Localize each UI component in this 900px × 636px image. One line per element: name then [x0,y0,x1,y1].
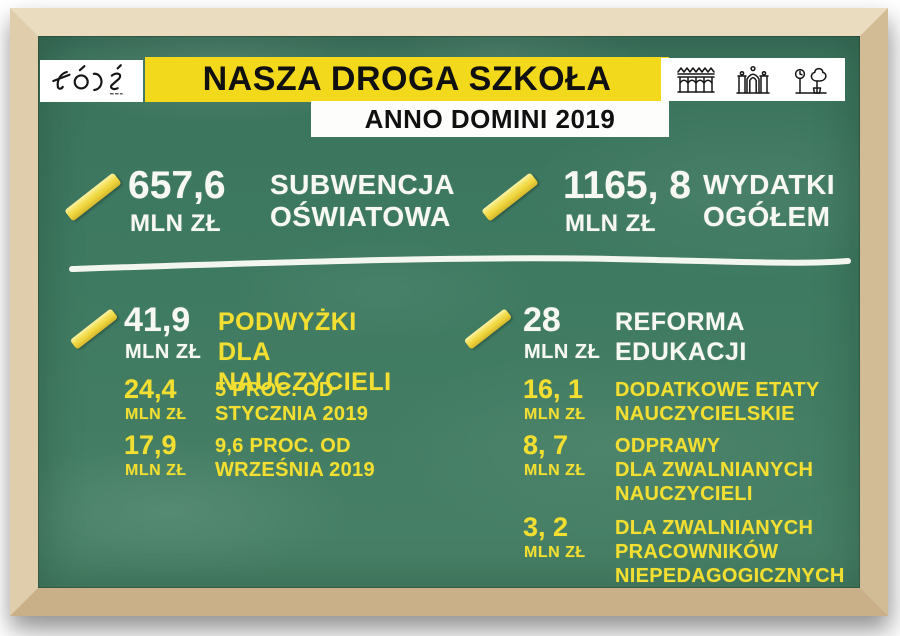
list-item: 8, 7 MLN ZŁ ODPRAWY DLA ZWALNIANYCH NAUC… [523,432,863,508]
item-value: 8, 7 [523,430,569,460]
item-value: 24,4 [124,374,177,404]
section-podwyzki: 41,9 MLN ZŁ PODWYŻKI DLA NAUCZYCIELI [66,301,446,396]
item-label: DLA ZWALNIANYCH PRACOWNIKÓW NIEPEDAGOGIC… [615,517,845,587]
chalk-piece-icon [463,308,513,350]
list-item: 17,9 MLN ZŁ 9,6 PROC. OD WRZEŚNIA 2019 [124,432,464,484]
item-unit: MLN ZŁ [524,544,586,561]
stat-value: 657,6 [128,164,226,207]
reforma-items: 16, 1 MLN ZŁ DODATKOWE ETATY NAUCZYCIELS… [523,374,863,588]
lodz-logo-icon [51,64,123,95]
stat-label: WYDATKI OGÓŁEM [703,169,836,233]
stat-wydatki: 1165, 8 MLN ZŁ WYDATKI OGÓŁEM [473,166,873,246]
section-label: PODWYŻKI DLA NAUCZYCIELI [218,308,392,396]
item-value: 16, 1 [523,374,584,404]
list-item: 16, 1 MLN ZŁ DODATKOWE ETATY NAUCZYCIELS… [523,376,863,428]
viaduct-icon [677,66,715,93]
stat-unit: MLN ZŁ [130,210,221,237]
item-unit: MLN ZŁ [524,462,586,479]
item-label: DODATKOWE ETATY NAUCZYCIELSKIE [615,379,820,425]
list-item: 24,4 MLN ZŁ 5 PROC. OD STYCZNIA 2019 [124,376,464,428]
chalk-piece-icon [64,172,122,222]
section-value: 41,9 [124,301,191,339]
section-label: REFORMA EDUKACJI [615,308,747,366]
chalk-divider-line [69,255,851,272]
palace-gate-icon [736,65,770,94]
chalk-piece-icon [481,172,539,222]
item-unit: MLN ZŁ [125,406,187,423]
section-unit: MLN ZŁ [524,341,601,363]
item-value: 3, 2 [523,512,569,542]
section-value: 28 [523,301,561,339]
section-unit: MLN ZŁ [125,341,202,363]
item-label: 5 PROC. OD STYCZNIA 2019 [215,379,369,425]
stat-unit: MLN ZŁ [565,210,656,237]
stat-value: 1165, 8 [563,164,691,207]
lodz-logo [40,60,143,102]
item-label: 9,6 PROC. OD WRZEŚNIA 2019 [215,435,375,481]
podwyzki-items: 24,4 MLN ZŁ 5 PROC. OD STYCZNIA 2019 17,… [124,374,464,504]
list-item: 3, 2 MLN ZŁ DLA ZWALNIANYCH PRACOWNIKÓW … [523,514,863,590]
item-unit: MLN ZŁ [125,462,187,479]
item-unit: MLN ZŁ [524,406,586,423]
stat-label: SUBWENCJA OŚWIATOWA [270,169,455,233]
item-value: 17,9 [124,430,177,460]
item-label: ODPRAWY DLA ZWALNIANYCH NAUCZYCIELI [615,435,814,505]
section-reforma: 28 MLN ZŁ REFORMA EDUKACJI [460,303,840,373]
page-subtitle: ANNO DOMINI 2019 [311,101,669,137]
page-title: NASZA DROGA SZKOŁA [145,57,669,102]
stat-subwencja: 657,6 MLN ZŁ SUBWENCJA OŚWIATOWA [60,166,470,246]
chalk-piece-icon [69,308,119,350]
park-icon [794,67,827,94]
landmark-icons-box [661,58,845,101]
